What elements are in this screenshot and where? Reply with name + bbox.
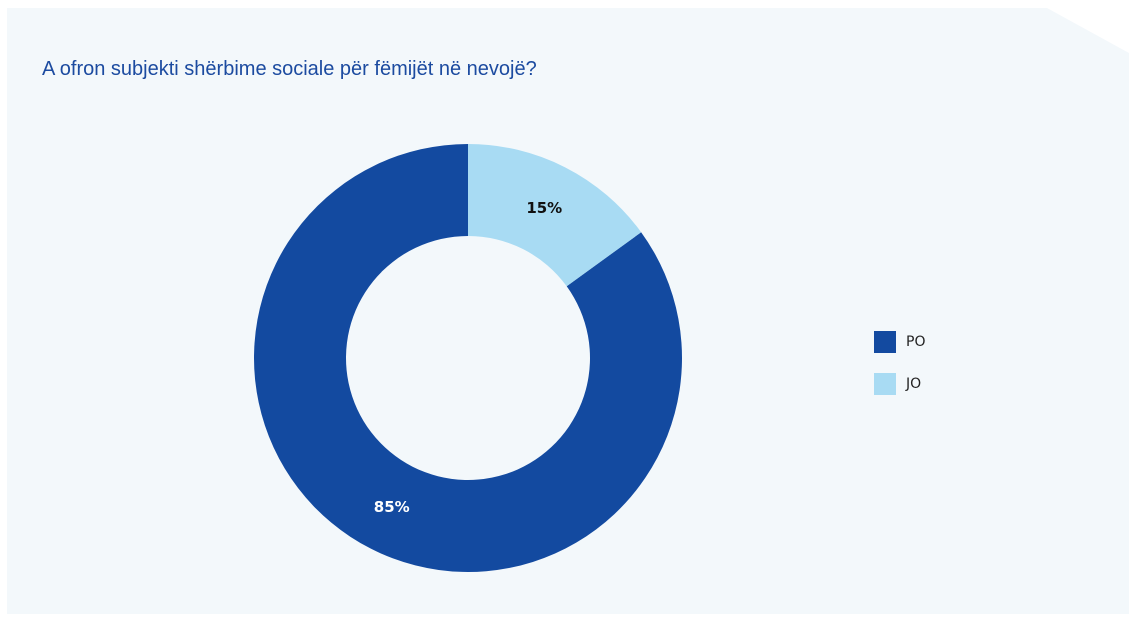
legend-swatch-jo [874, 373, 896, 395]
donut-slices [254, 144, 682, 572]
legend: PO JO [874, 331, 925, 415]
slice-label-jo: 15% [526, 199, 562, 217]
legend-item-po[interactable]: PO [874, 331, 925, 353]
slice-label-po: 85% [374, 498, 410, 516]
legend-swatch-po [874, 331, 896, 353]
legend-label-jo: JO [906, 376, 921, 392]
legend-item-jo[interactable]: JO [874, 373, 925, 395]
legend-label-po: PO [906, 334, 925, 350]
